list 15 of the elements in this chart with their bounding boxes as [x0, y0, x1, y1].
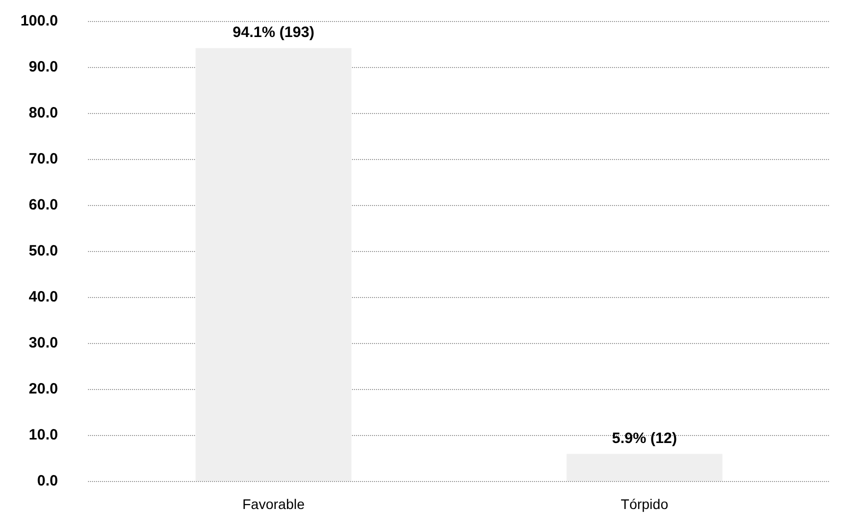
y-tick-label: 80.0 — [28, 104, 58, 122]
y-tick-label: 0.0 — [37, 472, 58, 490]
x-tick-label: Tórpido — [620, 496, 668, 512]
y-tick-label: 40.0 — [28, 288, 58, 306]
y-tick-label: 70.0 — [28, 150, 58, 168]
y-tick-label: 10.0 — [28, 426, 58, 444]
x-tick-label: Favorable — [242, 496, 305, 512]
y-tick-label: 50.0 — [28, 242, 58, 260]
y-tick-label: 20.0 — [28, 380, 58, 398]
data-label: 94.1% (193) — [232, 24, 314, 42]
y-tick-label: 60.0 — [28, 196, 58, 214]
y-tick-label: 30.0 — [28, 334, 58, 352]
y-tick-label: 90.0 — [28, 58, 58, 76]
y-tick-label: 100.0 — [20, 12, 58, 30]
data-label: 5.9% (12) — [612, 430, 678, 447]
